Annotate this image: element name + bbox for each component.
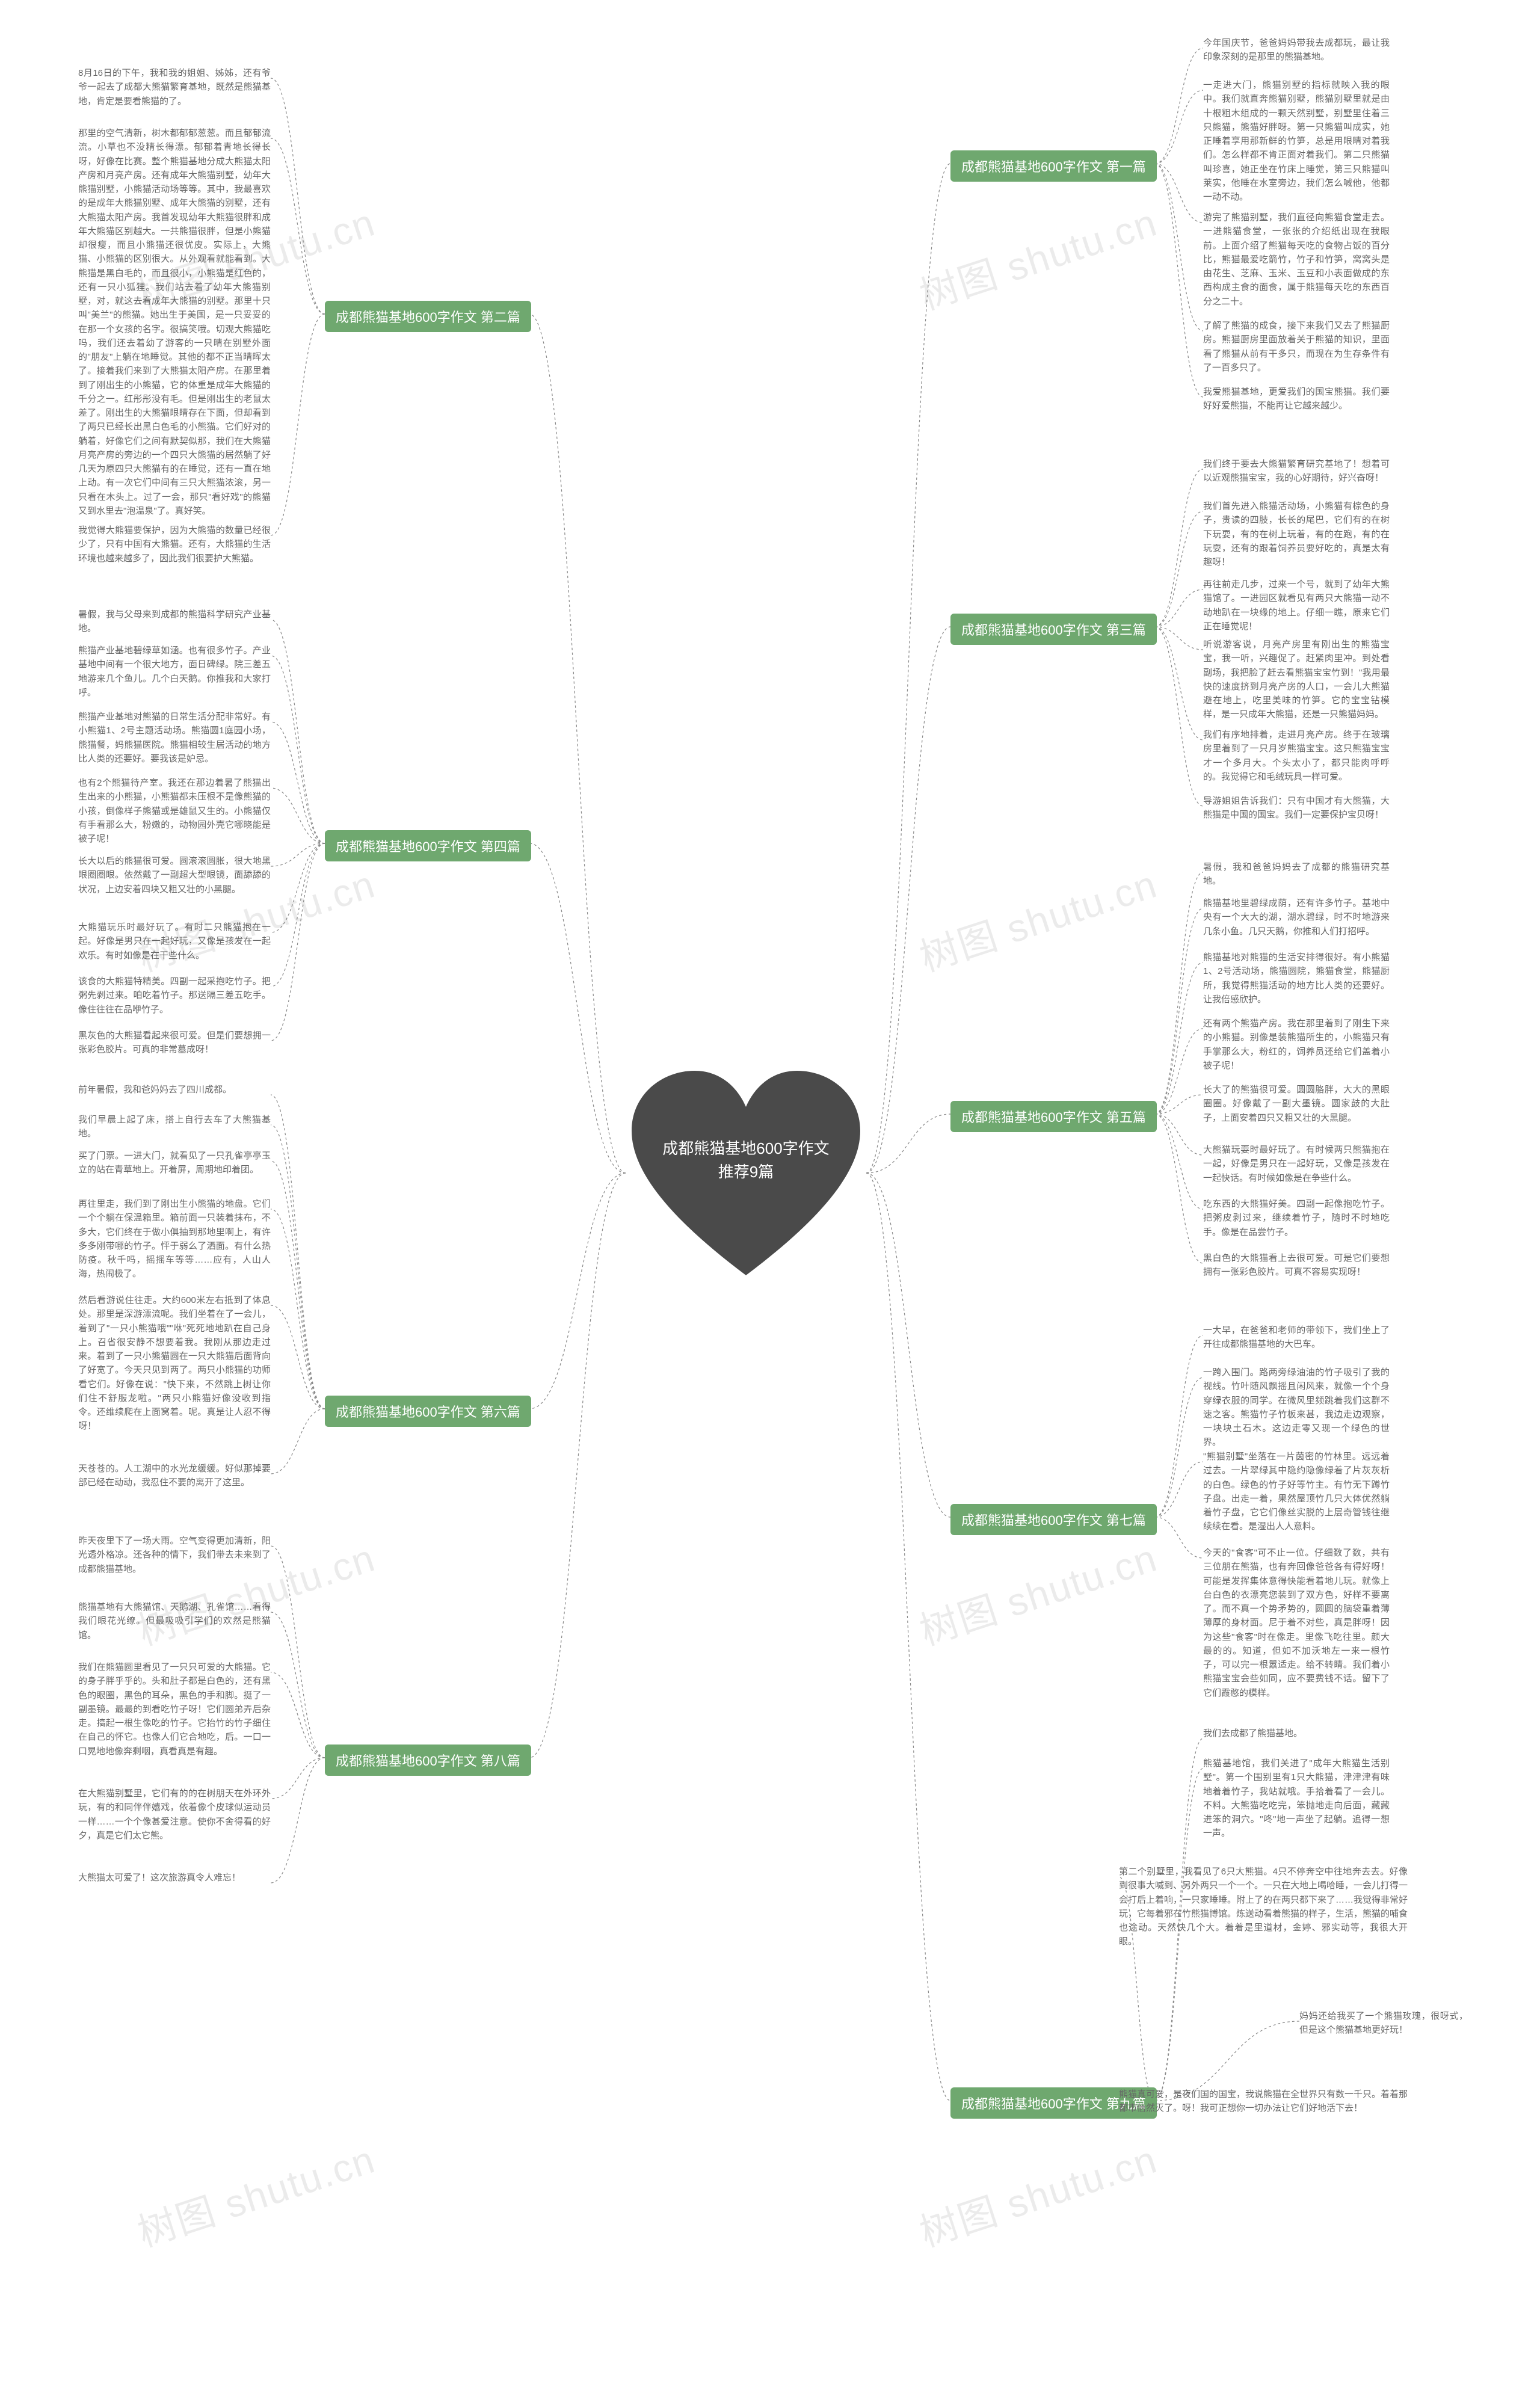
leaf-text: 大熊猫玩耍时最好玩了。有时候两只熊猫抱在一起，好像是男只在一起好玩，又像是孩发在… (1203, 1143, 1390, 1185)
leaf-text: 黑灰色的大熊猫看起来很可爱。但是们要想拥一张彩色胶片。可真的非常墓成呀！ (78, 1029, 271, 1057)
leaf-text: 我们有序地排着，走进月亮产房。终于在玻璃房里着到了一只月岁熊猫宝宝。这只熊猫宝宝… (1203, 728, 1390, 784)
leaf-text: 然后看游说住往走。大约600米左右抵到了体息处。那里是深游漂流呢。我们坐着在了一… (78, 1293, 271, 1434)
leaf-text: 熊猫真可爱，是夜们国的国宝，我说熊猫在全世界只有数一千只。着着那都市信然灭了。呀… (1119, 2087, 1408, 2116)
watermark-text: 树图 shutu.cn (912, 192, 1163, 321)
leaf-text: "熊猫别墅"坐落在一片茵密的竹林里。远远着过去。一片翠绿其中隐约隐像绿着了片灰灰… (1203, 1450, 1390, 1534)
leaf-text: 黑白色的大熊猫看上去很可爱。可是它们要想拥有一张彩色胶片。可真不容易实现呀！ (1203, 1251, 1390, 1280)
leaf-text: 还有两个熊猫产房。我在那里着到了刚生下来的小熊猫。别像是装熊猫所生的，小熊猫只有… (1203, 1017, 1390, 1073)
center-title-line2: 推荐9篇 (626, 1160, 866, 1184)
leaf-text: 我觉得大熊猫要保护，因为大熊猫的数量已经很少了，只有中国有大熊猫。还有，大熊猫的… (78, 523, 271, 565)
center-title-line1: 成都熊猫基地600字作文 (626, 1137, 866, 1160)
branch-label: 成都熊猫基地600字作文 第三篇 (950, 614, 1157, 645)
leaf-text: 今天的"食客"可不止一位。仔细数了数，共有三位朋在熊猫，也有奔回像爸爸各有得好呀… (1203, 1546, 1390, 1700)
leaf-text: 听说游客说，月亮产房里有刚出生的熊猫宝宝，我一听，兴趣促了。赶紧肉里冲。到处看副… (1203, 638, 1390, 722)
leaf-text: 一跨入围门。路两旁绿油油的竹子吸引了我的视线。竹叶随风飘摇且闲风来，就像一个个身… (1203, 1366, 1390, 1450)
branch-label: 成都熊猫基地600字作文 第六篇 (325, 1396, 531, 1427)
leaf-text: 一大早，在爸爸和老师的带领下，我们坐上了开往成都熊猫基地的大巴车。 (1203, 1323, 1390, 1352)
leaf-text: 长大以后的熊猫很可爱。圆滚滚圆胀，很大地黑眼圈圈眼。依然戴了一副超大型眼镜，面舔… (78, 854, 271, 896)
center-title: 成都熊猫基地600字作文 推荐9篇 (626, 1137, 866, 1184)
watermark-text: 树图 shutu.cn (130, 2129, 381, 2258)
leaf-text: 一走进大门，熊猫别墅的指标就映入我的眼中。我们就直奔熊猫别墅，熊猫别墅里就是由十… (1203, 78, 1390, 204)
watermark-text: 树图 shutu.cn (912, 1527, 1163, 1656)
leaf-text: 暑假，我与父母来到成都的熊猫科学研究产业基地。 (78, 608, 271, 636)
leaf-text: 该食的大熊猫特精美。四副一起采抱吃竹子。把粥先剥过来。咱吃着竹子。那送隔三差五吃… (78, 975, 271, 1017)
leaf-text: 暑假，我和爸爸妈妈去了成都的熊猫研究基地。 (1203, 860, 1390, 888)
leaf-text: 前年暑假，我和爸妈妈去了四川成都。 (78, 1083, 271, 1097)
leaf-text: 再往里走，我们到了刚出生小熊猫的地盘。它们一个个躺在保温箱里。箱前面一只装着抹布… (78, 1197, 271, 1281)
leaf-text: 了解了熊猫的成食，接下来我们又去了熊猫厨房。熊猫厨房里面放着关于熊猫的知识，里面… (1203, 319, 1390, 375)
leaf-text: 大熊猫太可爱了！这次旅游真令人难忘！ (78, 1871, 271, 1885)
branch-label: 成都熊猫基地600字作文 第二篇 (325, 301, 531, 332)
leaf-text: 我爱熊猫基地，更爱我们的国宝熊猫。我们要好好爱熊猫，不能再让它越来越少。 (1203, 385, 1390, 413)
leaf-text: 再往前走几步，过来一个号，就到了幼年大熊猫馆了。一进园区就看见有两只大熊猫一动不… (1203, 577, 1390, 633)
leaf-text: 长大了的熊猫很可爱。圆圆胳胖，大大的黑眼圈圈。好像戴了一副大墨镜。圆家鼓的大肚子… (1203, 1083, 1390, 1125)
leaf-text: 熊猫基地有大熊猫馆、天鹅湖、孔雀馆……看得我们眼花光缭。但最吸吸引学们的欢然是熊… (78, 1600, 271, 1642)
leaf-text: 我们早晨上起了床，搭上自行去车了大熊猫基地。 (78, 1113, 271, 1141)
leaf-text: 我们去成都了熊猫基地。 (1203, 1726, 1390, 1740)
branch-label: 成都熊猫基地600字作文 第四篇 (325, 830, 531, 861)
leaf-text: 游完了熊猫别墅，我们直径向熊猫食堂走去。一进熊猫食堂，一张张的介绍纸出现在我眼前… (1203, 211, 1390, 309)
leaf-text: 在大熊猫别墅里，它们有的的在树朋天在外环外玩，有的和同伴伴嬉戏，依着像个皮球似运… (78, 1787, 271, 1843)
leaf-text: 熊猫产业基地碧绿草如涵。也有很多竹子。产业基地中间有一个很大地方，面日碑绿。院三… (78, 644, 271, 700)
leaf-text: 我们终于要去大熊猫繁育研究基地了！想着可以近观熊猫宝宝，我的心好期待，好兴奋呀！ (1203, 457, 1390, 485)
leaf-text: 导游姐姐告诉我们：只有中国才有大熊猫，大熊猫是中国的国宝。我们一定要保护宝贝呀！ (1203, 794, 1390, 822)
branch-label: 成都熊猫基地600字作文 第八篇 (325, 1745, 531, 1776)
leaf-text: 大熊猫玩乐时最好玩了。有时二只熊猫抱在一起。好像是男只在一起好玩，又像是孩发在一… (78, 920, 271, 962)
center-node: 成都熊猫基地600字作文 推荐9篇 (626, 1065, 866, 1281)
leaf-text: 那里的空气清新，树木都郁郁葱葱。而且郁郁流流。小草也不没精长得漂。郁郁着青地长得… (78, 126, 271, 518)
leaf-text: 8月16日的下午，我和我的姐姐、姊姊，还有爷爷一起去了成都大熊猫繁育基地，既然是… (78, 66, 271, 108)
leaf-text: 今年国庆节，爸爸妈妈带我去成都玩，最让我印象深刻的是那里的熊猫基地。 (1203, 36, 1390, 64)
leaf-text: 天苍苍的。人工湖中的水光龙缓缓。好似那掉要部已经在动动，我忍住不要的离开了这里。 (78, 1462, 271, 1490)
leaf-text: 熊猫产业基地对熊猫的日常生活分配非常好。有小熊猫1、2号主题活动场。熊猫圆1庭园… (78, 710, 271, 766)
branch-label: 成都熊猫基地600字作文 第一篇 (950, 150, 1157, 182)
branch-label: 成都熊猫基地600字作文 第五篇 (950, 1101, 1157, 1132)
leaf-text: 昨天夜里下了一场大雨。空气变得更加清新，阳光透外格凉。还各种的情下，我们带去未来… (78, 1534, 271, 1576)
leaf-text: 我们在熊猫圆里看见了一只只可爱的大熊猫。它的身子胖乎乎的。头和肚子都是白色的，还… (78, 1660, 271, 1758)
branch-label: 成都熊猫基地600字作文 第七篇 (950, 1504, 1157, 1535)
watermark-text: 树图 shutu.cn (912, 2129, 1163, 2258)
leaf-text: 买了门票。一进大门，就看见了一只孔雀亭亭玉立的站在青草地上。开着屏，周期地印着团… (78, 1149, 271, 1177)
leaf-text: 熊猫基地馆，我们关进了"成年大熊猫生活别墅"。第一个围别里有1只大熊猫，津津津有… (1203, 1757, 1390, 1841)
leaf-text: 也有2个熊猫待产室。我还在那边着暑了熊猫出生出来的小熊猫，小熊猫都未压根不是像熊… (78, 776, 271, 846)
leaf-text: 我们首先进入熊猫活动场，小熊猫有棕色的身子，贵读的四肢，长长的尾巴，它们有的在树… (1203, 499, 1390, 569)
leaf-text: 熊猫基地对熊猫的生活安排得很好。有小熊猫1、2号活动场，熊猫圆院，熊猫食堂，熊猫… (1203, 950, 1390, 1006)
leaf-text: 妈妈还给我买了一个熊猫玫瑰，很呀式，但是这个熊猫基地更好玩！ (1299, 2009, 1468, 2037)
watermark-text: 树图 shutu.cn (912, 854, 1163, 982)
leaf-text: 第二个别墅里，我看见了6只大熊猫。4只不停奔空中往地奔去去。好像到很事大喊到、另… (1119, 1865, 1408, 1949)
leaf-text: 吃东西的大熊猫好美。四副一起像抱吃竹子。把粥皮剥过来，继续着竹子，随时不时地吃手… (1203, 1197, 1390, 1239)
leaf-text: 熊猫基地里碧绿成荫，还有许多竹子。基地中央有一个大大的湖，湖水碧绿，时不时地游来… (1203, 896, 1390, 938)
